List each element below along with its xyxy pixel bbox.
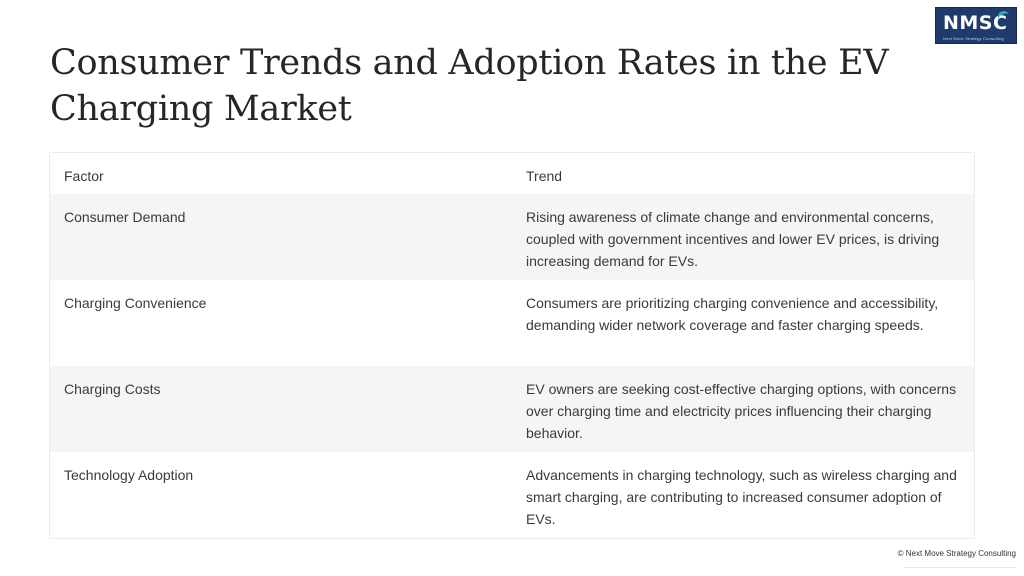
row-trend: Advancements in charging technology, suc… <box>526 467 957 527</box>
row-factor: Consumer Demand <box>64 209 186 225</box>
row-factor: Technology Adoption <box>64 467 194 483</box>
trends-table: Factor Trend Consumer Demand Rising awar… <box>49 152 975 539</box>
page-title: Consumer Trends and Adoption Rates in th… <box>50 43 889 129</box>
table-row: Charging Costs EV owners are seeking cos… <box>50 366 974 452</box>
row-factor: Charging Costs <box>64 381 161 397</box>
logo-text: NMSC <box>943 12 1008 34</box>
table-row: Charging Convenience Consumers are prior… <box>50 280 974 366</box>
logo-tagline: Next Move Strategy Consulting <box>943 36 1004 41</box>
row-factor: Charging Convenience <box>64 295 207 311</box>
row-trend: EV owners are seeking cost-effective cha… <box>526 381 957 441</box>
table-header-row: Factor Trend <box>50 153 974 194</box>
header-trend: Trend <box>526 168 563 184</box>
copyright-footer: © Next Move Strategy Consulting <box>897 549 1016 558</box>
row-trend: Rising awareness of climate change and e… <box>526 209 940 269</box>
header-factor: Factor <box>64 168 104 184</box>
table-row: Consumer Demand Rising awareness of clim… <box>50 194 974 280</box>
footer-divider <box>904 567 1016 568</box>
nmsc-logo: NMSC Next Move Strategy Consulting <box>935 7 1017 44</box>
row-trend: Consumers are prioritizing charging conv… <box>526 295 939 333</box>
table-row: Technology Adoption Advancements in char… <box>50 452 974 538</box>
